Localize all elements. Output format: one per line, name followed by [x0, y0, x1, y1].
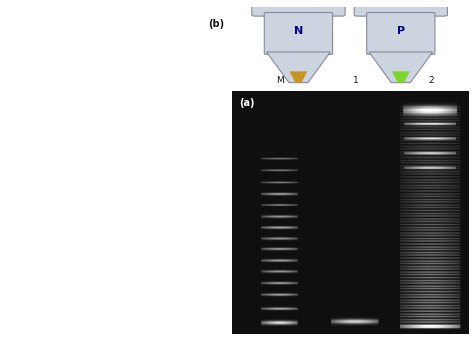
Text: 2: 2 [428, 76, 434, 85]
FancyBboxPatch shape [367, 12, 435, 55]
Polygon shape [290, 71, 307, 83]
Polygon shape [369, 52, 433, 83]
Text: M: M [276, 76, 283, 85]
Text: 1: 1 [353, 76, 358, 85]
FancyBboxPatch shape [264, 12, 333, 55]
Polygon shape [392, 71, 410, 83]
FancyBboxPatch shape [252, 5, 345, 16]
Text: P: P [397, 26, 405, 36]
FancyBboxPatch shape [354, 5, 447, 16]
Text: (b): (b) [209, 19, 225, 29]
Text: N: N [294, 26, 303, 36]
Text: (a): (a) [239, 98, 255, 108]
Polygon shape [266, 52, 330, 83]
